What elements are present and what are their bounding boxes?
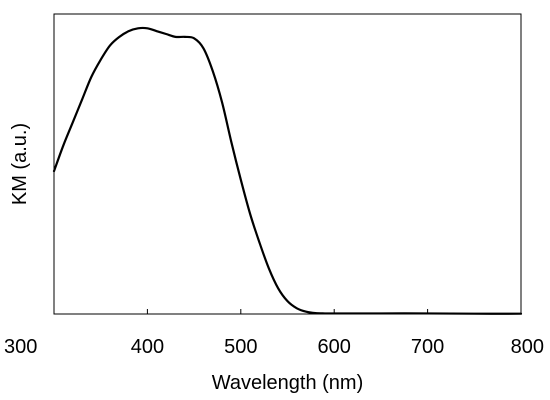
plot-area-frame [53, 13, 522, 315]
x-axis-tick-labels: 300 400 500 600 700 800 [4, 336, 544, 358]
x-axis-title: Wavelength (nm) [212, 372, 364, 394]
x-tick-label: 400 [131, 336, 164, 358]
y-axis-title: KM (a.u.) [9, 123, 31, 205]
x-tick-label: 700 [411, 336, 444, 358]
x-tick-label: 300 [4, 336, 37, 358]
x-tick-label: 600 [318, 336, 351, 358]
x-tick-label: 500 [224, 336, 257, 358]
x-tick-label: 800 [511, 336, 544, 358]
series-line-km [52, 26, 523, 315]
